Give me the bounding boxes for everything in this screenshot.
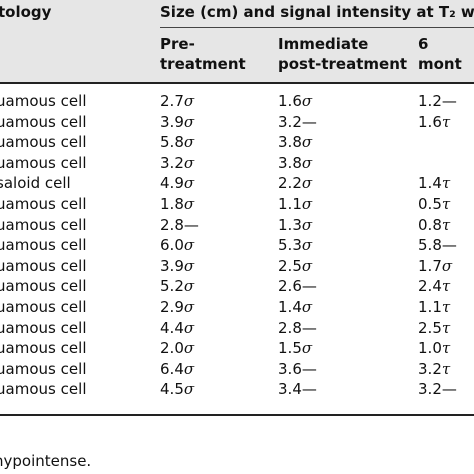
size-cell: 3.6— <box>278 359 317 378</box>
header-cell: tology <box>0 3 52 21</box>
group-rule <box>160 27 474 28</box>
size-cell: 1.1σ <box>278 195 313 213</box>
size-cell: 6.4σ <box>160 359 195 378</box>
size-cell: 0.5τ <box>418 195 451 213</box>
size-cell: 2.2σ <box>278 174 313 193</box>
size-cell: 4.5σ <box>160 380 195 399</box>
size-cell: 2.6— <box>278 277 317 296</box>
size-cell: 5.8σ <box>160 133 195 152</box>
size-cell: 2.8— <box>160 215 199 234</box>
footnote: hypointense. <box>0 452 92 470</box>
histology-cell: uamous cell <box>0 195 87 213</box>
size-cell: 3.9σ <box>160 256 195 275</box>
histology-cell: uamous cell <box>0 277 87 296</box>
size-cell: 1.5σ <box>278 339 313 358</box>
size-cell: 1.1τ <box>418 298 451 316</box>
histology-cell: uamous cell <box>0 112 87 131</box>
size-cell: 3.8σ <box>278 133 313 152</box>
size-cell: 3.2— <box>278 112 317 131</box>
header-cell: Pre- treatment <box>160 35 246 73</box>
size-cell: 3.4— <box>278 380 317 399</box>
bottom-rule <box>0 414 474 416</box>
histology-cell: uamous cell <box>0 92 87 110</box>
size-cell: 1.3σ <box>278 215 313 234</box>
size-cell: 3.2τ <box>418 359 451 378</box>
size-cell: 2.8— <box>278 318 317 337</box>
size-cell: 3.9σ <box>160 112 195 131</box>
size-cell: 4.4σ <box>160 318 195 337</box>
size-cell: 2.0σ <box>160 339 195 358</box>
size-cell: 2.5σ <box>278 256 313 275</box>
size-cell: 1.2— <box>418 92 457 110</box>
size-cell: 1.4τ <box>418 174 451 193</box>
histology-cell: uamous cell <box>0 236 87 255</box>
size-cell: 0.8τ <box>418 215 451 234</box>
size-cell: 5.2σ <box>160 277 195 296</box>
size-cell: 1.4σ <box>278 298 313 316</box>
size-cell: 3.2σ <box>160 153 195 172</box>
size-cell: 1.0τ <box>418 339 451 358</box>
size-cell: 1.7σ <box>418 256 453 275</box>
header-cell: Immediate post-treatment <box>278 35 408 73</box>
header-group: Size (cm) and signal intensity at T₂ we <box>160 3 474 21</box>
histology-cell: uamous cell <box>0 298 87 316</box>
size-cell: 1.6τ <box>418 112 451 131</box>
size-cell: 3.2— <box>418 380 457 399</box>
histology-cell: uamous cell <box>0 339 87 358</box>
header-band <box>0 0 474 82</box>
size-cell: 1.8σ <box>160 195 195 213</box>
size-cell: 4.9σ <box>160 174 195 193</box>
size-cell: 2.7σ <box>160 92 195 110</box>
size-cell: 3.8σ <box>278 153 313 172</box>
histology-cell: uamous cell <box>0 359 87 378</box>
histology-cell: uamous cell <box>0 256 87 275</box>
histology-cell: uamous cell <box>0 380 87 399</box>
histology-cell: uamous cell <box>0 318 87 337</box>
histology-cell: uamous cell <box>0 153 87 172</box>
size-cell: 5.3σ <box>278 236 313 255</box>
header-rule <box>0 82 474 84</box>
histology-cell: uamous cell <box>0 215 87 234</box>
histology-cell: uamous cell <box>0 133 87 152</box>
size-cell: 2.4τ <box>418 277 451 296</box>
size-cell: 6.0σ <box>160 236 195 255</box>
size-cell: 1.6σ <box>278 92 313 110</box>
size-cell: 2.9σ <box>160 298 195 316</box>
header-cell: 6 mont <box>418 35 462 73</box>
size-cell: 2.5τ <box>418 318 451 337</box>
histology-cell: saloid cell <box>0 174 71 193</box>
size-cell: 5.8— <box>418 236 457 255</box>
